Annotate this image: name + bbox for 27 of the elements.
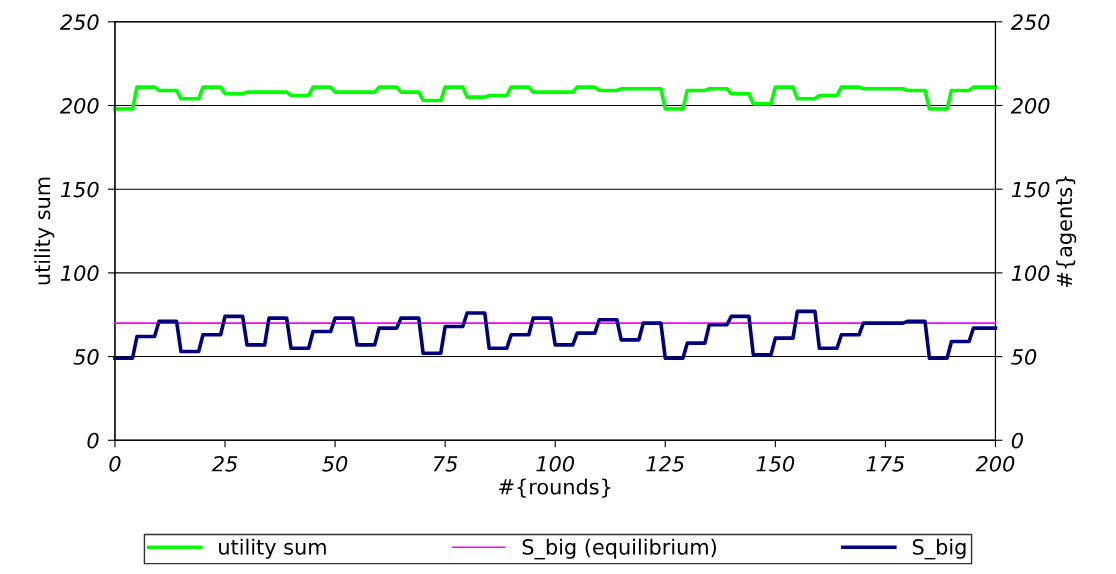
y2-tick-label: 50: [1011, 349, 1037, 365]
legend-label: S_big (equilibrium): [522, 538, 716, 560]
y-tick-label: 200: [59, 97, 99, 114]
y-tick-label: 250: [59, 14, 99, 31]
x-tick-label: 50: [322, 455, 348, 472]
y-tick-label: 100: [60, 265, 99, 282]
x-tick-label: 150: [756, 455, 795, 472]
legend-label: S_big: [912, 538, 966, 560]
y2-axis-title: #{agents}: [1056, 176, 1077, 287]
x-tick-label: 200: [975, 455, 1015, 472]
y-tick-label: 150: [60, 181, 99, 198]
y2-tick-label: 100: [1011, 265, 1050, 282]
x-tick-label: 75: [433, 456, 458, 472]
y-axis-title: utility sum: [34, 177, 55, 285]
x-axis-title: #{rounds}: [499, 478, 611, 498]
x-tick-label: 100: [536, 455, 575, 472]
y2-tick-label: 150: [1011, 181, 1050, 198]
x-tick-label: 0: [109, 455, 121, 472]
x-tick-label: 175: [866, 456, 905, 472]
y2-tick-label: 0: [1011, 432, 1023, 449]
y2-tick-label: 250: [1010, 14, 1050, 31]
x-tick-label: 125: [646, 455, 685, 472]
x-tick-label: 25: [211, 455, 238, 472]
y-tick-label: 0: [87, 432, 99, 449]
y2-tick-label: 200: [1010, 97, 1050, 114]
y-tick-label: 50: [73, 349, 99, 365]
legend-label: utility sum: [219, 538, 326, 559]
